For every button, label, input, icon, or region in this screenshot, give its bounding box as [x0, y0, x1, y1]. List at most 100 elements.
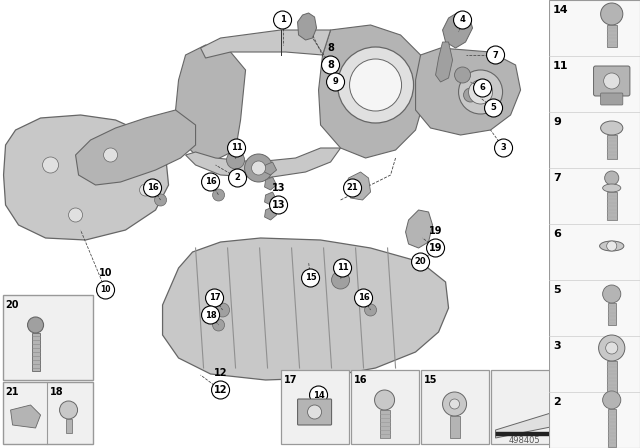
Polygon shape: [298, 13, 317, 40]
Text: 12: 12: [214, 368, 227, 378]
Bar: [495, 432, 561, 436]
Text: 6: 6: [479, 83, 486, 92]
Bar: [607, 361, 617, 393]
Text: 16: 16: [147, 184, 159, 193]
Circle shape: [42, 157, 58, 173]
Circle shape: [605, 342, 618, 354]
Circle shape: [269, 196, 287, 214]
Text: 19: 19: [429, 226, 442, 236]
Circle shape: [454, 67, 470, 83]
Circle shape: [374, 390, 395, 410]
Circle shape: [227, 151, 244, 169]
Circle shape: [486, 46, 504, 64]
FancyBboxPatch shape: [600, 93, 623, 105]
Circle shape: [333, 259, 351, 277]
Circle shape: [412, 253, 429, 271]
Circle shape: [28, 317, 44, 333]
Bar: [608, 409, 616, 447]
Bar: [280, 370, 349, 444]
Circle shape: [321, 56, 340, 74]
Circle shape: [60, 401, 77, 419]
Text: 11: 11: [553, 61, 569, 71]
Circle shape: [458, 70, 502, 114]
Text: 16: 16: [358, 293, 369, 302]
Circle shape: [202, 306, 220, 324]
Circle shape: [349, 59, 401, 111]
Circle shape: [310, 386, 328, 404]
Text: 7: 7: [493, 51, 499, 60]
Bar: [380, 410, 390, 438]
Text: 16: 16: [353, 375, 367, 385]
Circle shape: [326, 73, 344, 91]
Bar: [607, 135, 617, 159]
Circle shape: [301, 269, 319, 287]
Text: 16: 16: [205, 177, 216, 186]
Circle shape: [484, 99, 502, 117]
Circle shape: [212, 381, 230, 399]
Text: 11: 11: [230, 143, 243, 152]
Bar: [351, 370, 419, 444]
Text: 21: 21: [6, 387, 19, 397]
Text: 8: 8: [327, 60, 334, 70]
Circle shape: [308, 405, 321, 419]
Text: 11: 11: [337, 263, 348, 272]
Text: 9: 9: [553, 117, 561, 127]
Polygon shape: [436, 42, 452, 82]
Text: 7: 7: [553, 173, 561, 183]
Text: 1: 1: [280, 16, 285, 25]
Circle shape: [97, 281, 115, 299]
Polygon shape: [406, 210, 433, 248]
Polygon shape: [264, 192, 276, 205]
Text: 2: 2: [553, 397, 561, 407]
Circle shape: [605, 171, 619, 185]
Text: 6: 6: [553, 229, 561, 239]
Circle shape: [427, 239, 445, 257]
Circle shape: [603, 391, 621, 409]
Circle shape: [337, 47, 413, 123]
Circle shape: [332, 271, 349, 289]
Text: 21: 21: [347, 184, 358, 193]
Text: 13: 13: [272, 200, 285, 210]
Text: 498405: 498405: [509, 436, 541, 445]
Circle shape: [604, 73, 620, 89]
Circle shape: [355, 289, 372, 307]
Ellipse shape: [603, 184, 621, 192]
Bar: [420, 370, 488, 444]
Bar: [608, 303, 616, 325]
Circle shape: [463, 88, 477, 102]
Circle shape: [365, 304, 376, 316]
Text: 18: 18: [49, 387, 63, 397]
Text: 19: 19: [429, 243, 442, 253]
Circle shape: [474, 79, 492, 97]
Bar: [3, 295, 93, 380]
Circle shape: [468, 80, 493, 104]
Circle shape: [344, 179, 362, 197]
Polygon shape: [264, 207, 276, 220]
Circle shape: [600, 3, 623, 25]
Circle shape: [495, 139, 513, 157]
Circle shape: [205, 289, 223, 307]
Bar: [491, 370, 566, 444]
Polygon shape: [443, 12, 472, 48]
Circle shape: [252, 161, 266, 175]
Polygon shape: [319, 25, 426, 158]
Text: 4: 4: [460, 16, 465, 25]
Polygon shape: [495, 410, 561, 438]
Circle shape: [454, 11, 472, 29]
Text: 20: 20: [415, 258, 426, 267]
Text: 8: 8: [327, 43, 334, 53]
Circle shape: [228, 169, 246, 187]
Polygon shape: [186, 148, 340, 178]
Ellipse shape: [600, 121, 623, 135]
Circle shape: [273, 11, 292, 29]
Polygon shape: [76, 110, 196, 185]
Bar: [3, 382, 93, 444]
Text: 5: 5: [491, 103, 497, 112]
Polygon shape: [264, 177, 276, 190]
Circle shape: [244, 154, 273, 182]
Text: 9: 9: [333, 78, 339, 86]
Text: 14: 14: [313, 391, 324, 400]
Bar: [607, 25, 617, 47]
Polygon shape: [415, 48, 520, 135]
FancyBboxPatch shape: [298, 399, 332, 425]
